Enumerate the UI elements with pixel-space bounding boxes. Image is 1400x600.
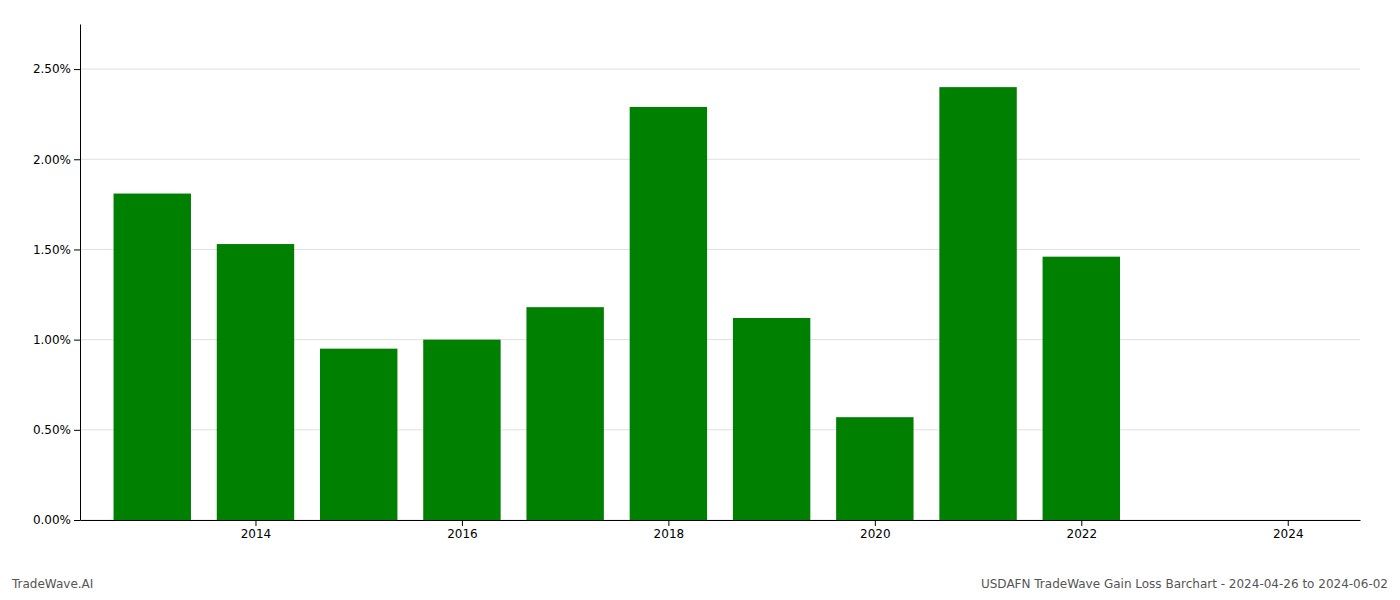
bar (939, 87, 1016, 520)
bar (630, 107, 707, 520)
x-tick-mark (875, 520, 876, 526)
y-tick-mark (74, 249, 80, 250)
footer-right: USDAFN TradeWave Gain Loss Barchart - 20… (981, 577, 1388, 591)
bar (526, 307, 603, 520)
y-tick-mark (74, 340, 80, 341)
x-tick-label: 2020 (860, 527, 891, 541)
y-tick-mark (74, 69, 80, 70)
chart-svg: 0.00%0.50%1.00%1.50%2.00%2.50%2014201620… (0, 0, 1400, 600)
x-tick-mark (255, 520, 256, 526)
y-axis: 0.00% 0.50% 1.00% 1.50% 2.00% 2.50% (33, 25, 81, 528)
x-tick-mark (1288, 520, 1289, 526)
y-tick-label: 0.50% (33, 423, 71, 437)
y-tick: 1.00% (33, 333, 80, 347)
y-tick-mark (74, 159, 80, 160)
x-tick: 2020 (860, 520, 891, 541)
x-tick-mark (462, 520, 463, 526)
y-tick-mark (74, 520, 80, 521)
bar (320, 349, 397, 520)
bar (733, 318, 810, 520)
x-tick: 2022 (1067, 520, 1098, 541)
y-tick: 0.00% (33, 513, 80, 527)
grid (80, 69, 1360, 520)
grid-line (80, 159, 1360, 160)
bar (836, 417, 913, 520)
x-axis-line (81, 520, 1361, 521)
x-tick-label: 2024 (1273, 527, 1304, 541)
y-axis-line (80, 25, 81, 521)
y-tick-label: 2.00% (33, 153, 71, 167)
footer-left: TradeWave.AI (11, 577, 93, 591)
y-tick-label: 2.50% (33, 62, 71, 76)
x-tick: 2024 (1273, 520, 1304, 541)
x-axis: 2014 2016 2018 2020 2022 2024 (81, 520, 1361, 541)
bar (423, 340, 500, 520)
bars (114, 87, 1120, 520)
bar (1043, 257, 1120, 520)
x-tick: 2018 (654, 520, 685, 541)
y-tick-mark (74, 430, 80, 431)
y-tick: 1.50% (33, 243, 80, 257)
chart-container: 0.00%0.50%1.00%1.50%2.00%2.50%2014201620… (0, 0, 1400, 600)
y-tick: 2.00% (33, 153, 80, 167)
x-tick: 2014 (241, 520, 272, 541)
x-tick: 2016 (447, 520, 478, 541)
bar (1146, 520, 1223, 521)
x-tick-label: 2016 (447, 527, 478, 541)
x-tick-mark (1081, 520, 1082, 526)
y-tick: 2.50% (33, 62, 80, 76)
x-tick-label: 2022 (1067, 527, 1098, 541)
x-tick-mark (668, 520, 669, 526)
grid-line (80, 69, 1360, 70)
bar (217, 244, 294, 520)
x-tick-label: 2018 (654, 527, 685, 541)
y-tick-label: 1.50% (33, 243, 71, 257)
y-tick-label: 1.00% (33, 333, 71, 347)
plot-area: 0.00%0.50%1.00%1.50%2.00%2.50%2014201620… (33, 25, 1361, 541)
x-tick-label: 2014 (241, 527, 272, 541)
bar (114, 194, 191, 520)
y-tick-label: 0.00% (33, 513, 71, 527)
y-tick: 0.50% (33, 423, 80, 437)
